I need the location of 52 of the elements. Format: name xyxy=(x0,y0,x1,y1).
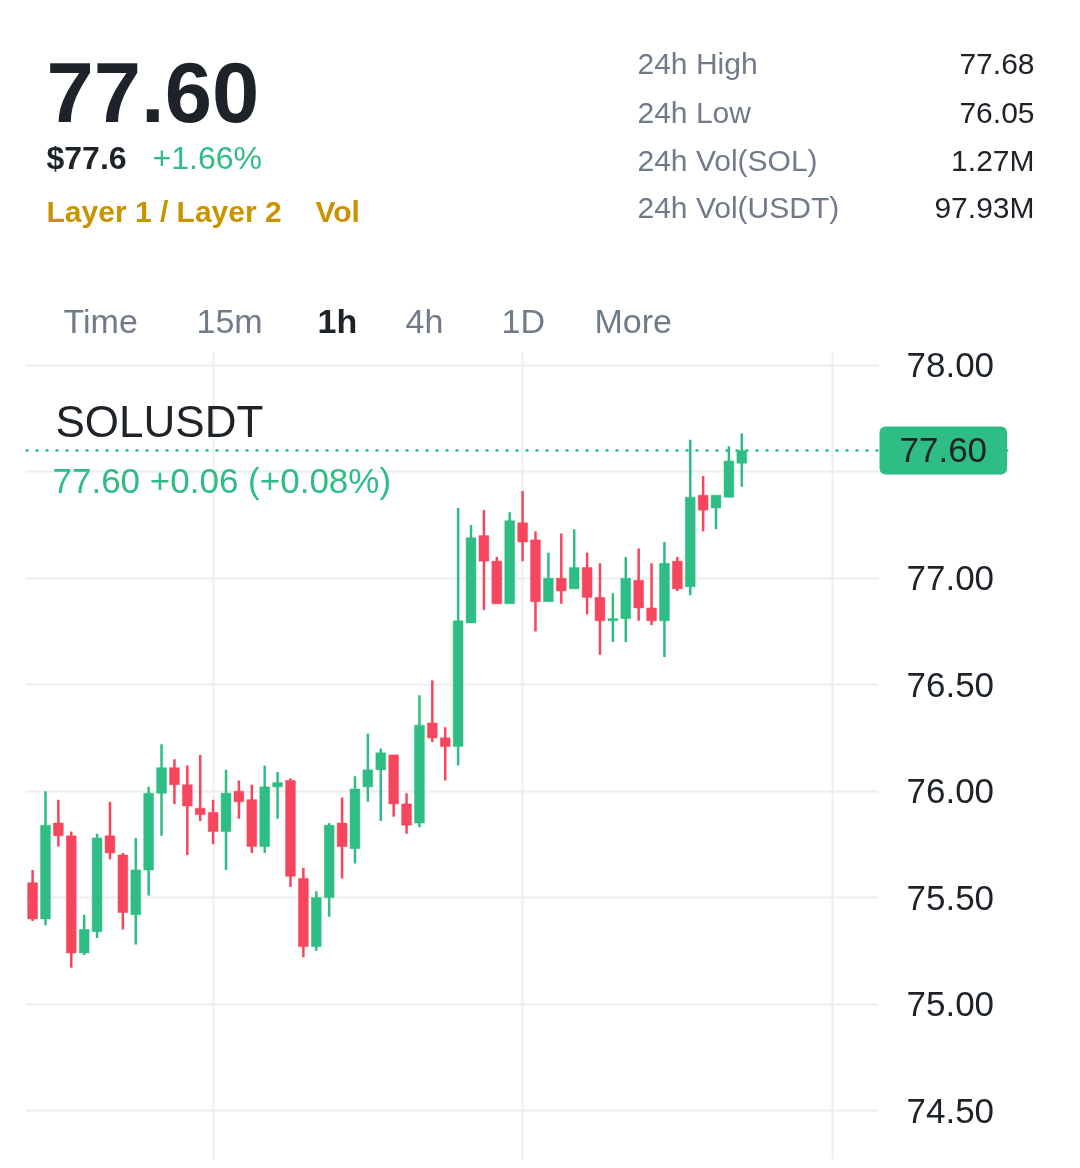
y-tick-label: 75.00 xyxy=(906,984,995,1024)
annotation: 77.60 +0.06 (+0.08%) xyxy=(52,461,392,500)
candlestick xyxy=(272,770,283,821)
text: Time xyxy=(63,301,138,340)
text: $77.6 xyxy=(46,139,127,176)
text: SOLUSDT xyxy=(55,397,264,446)
candlestick xyxy=(375,747,386,823)
candlestick xyxy=(607,591,619,644)
text: 97.93M xyxy=(934,191,1035,224)
candlestick xyxy=(569,527,580,591)
y-tick-label: 77.00 xyxy=(906,558,995,598)
y-tick-label: 76.50 xyxy=(906,664,995,704)
candlestick xyxy=(233,779,245,821)
candlestick xyxy=(440,726,451,782)
candlestick xyxy=(195,753,206,823)
text: 15m xyxy=(196,301,263,340)
candlestick xyxy=(336,796,348,880)
text: +1.66% xyxy=(152,139,262,176)
text: 24h Low xyxy=(637,96,752,129)
text: Layer 1 / Layer 2 xyxy=(46,195,282,228)
text: 1.27M xyxy=(951,144,1035,177)
candlestick xyxy=(401,792,412,835)
text: 77.68 xyxy=(959,46,1035,80)
y-tick-label: 74.50 xyxy=(906,1090,995,1130)
text: 76.05 xyxy=(959,95,1035,129)
text: 77.60 xyxy=(46,45,260,140)
text: 1h xyxy=(317,301,358,340)
candlestick xyxy=(362,732,374,804)
candlestick xyxy=(169,757,180,806)
candlestick xyxy=(646,562,657,627)
candlestick xyxy=(427,679,438,744)
text: 4h xyxy=(405,301,444,340)
text: 24h Vol(USDT) xyxy=(637,191,840,224)
candlestick xyxy=(182,764,193,857)
candlestick xyxy=(543,551,554,603)
y-tick-label: 75.50 xyxy=(906,877,995,917)
y-tick-label: 76.00 xyxy=(906,771,995,811)
candlestick xyxy=(594,562,606,657)
text: Vol xyxy=(315,195,360,228)
ref-line-label: 77.60 xyxy=(899,430,988,470)
candlestick xyxy=(104,800,116,861)
y-tick-label: 78.00 xyxy=(906,345,995,385)
text: 24h High xyxy=(637,47,758,80)
candlestick xyxy=(53,798,64,848)
candlestick xyxy=(556,532,567,606)
candlestick xyxy=(517,489,528,563)
candlestick xyxy=(207,798,219,846)
text: 1D xyxy=(501,301,545,340)
candlestick xyxy=(79,913,90,957)
candlestick xyxy=(697,474,709,533)
text: 24h Vol(SOL) xyxy=(637,144,818,177)
text: More xyxy=(594,301,672,340)
